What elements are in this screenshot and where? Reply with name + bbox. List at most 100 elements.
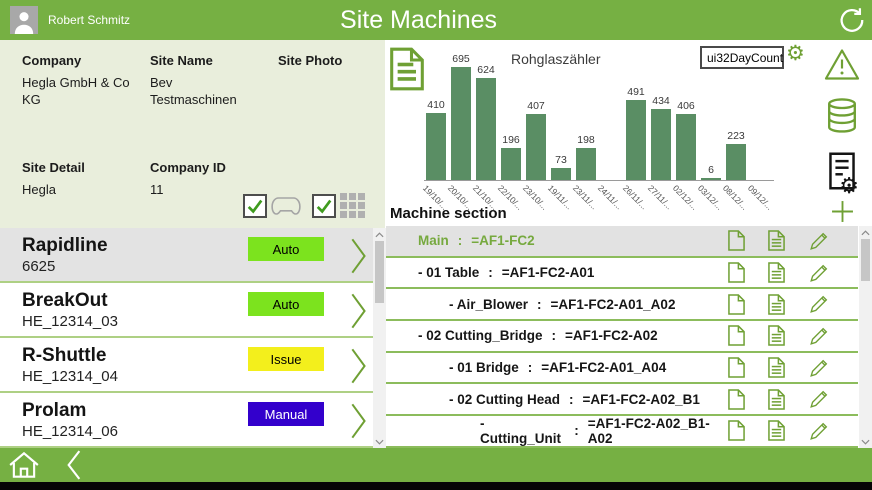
machine-section-row[interactable]: - 02 Cutting Head : =AF1-FC2-A02_B1	[386, 384, 858, 417]
bar-slot: 624	[476, 64, 496, 180]
edit-icon[interactable]	[808, 357, 830, 379]
avatar[interactable]	[10, 6, 38, 34]
document-details-icon[interactable]	[768, 325, 785, 347]
top-bar: Robert Schmitz Site Machines	[0, 0, 872, 40]
back-button[interactable]	[66, 449, 82, 481]
chevron-right-icon[interactable]	[350, 236, 368, 276]
new-document-icon[interactable]	[728, 262, 745, 283]
edit-icon[interactable]	[808, 230, 830, 252]
machine-section-scrollbar[interactable]	[859, 226, 872, 448]
grid-checkbox[interactable]	[312, 193, 336, 218]
machine-section-row[interactable]: Main : =AF1-FC2	[386, 226, 858, 258]
bar-value-label: 198	[577, 134, 595, 146]
document-details-icon[interactable]	[768, 230, 785, 252]
bar	[651, 109, 671, 180]
bar-value-label: 410	[427, 99, 445, 111]
section-colon: :	[569, 391, 574, 407]
scroll-up-icon[interactable]	[861, 226, 870, 239]
new-document-icon[interactable]	[728, 325, 745, 347]
chart-settings-button[interactable]: ⚙	[786, 43, 805, 64]
right-panel: Rohglaszähler ui32DayCount ⚙ 410 695 624 19…	[386, 40, 872, 448]
report-settings-button[interactable]: ⚙	[828, 151, 859, 197]
new-document-icon[interactable]	[728, 389, 745, 410]
grid-icon	[340, 193, 365, 218]
database-icon	[828, 98, 856, 133]
section-colon: :	[551, 328, 557, 344]
machine-section-row[interactable]: - Cutting_Unit : =AF1-FC2-A02_B1-A02	[386, 416, 858, 448]
add-section-button[interactable]	[831, 200, 854, 226]
home-button[interactable]	[8, 451, 40, 479]
refresh-icon	[840, 8, 864, 32]
bar	[426, 113, 446, 180]
report-document-icon[interactable]	[389, 46, 425, 97]
chevron-left-icon	[67, 450, 81, 480]
gamepad-checkbox[interactable]	[243, 193, 267, 218]
bar	[701, 178, 721, 180]
scroll-thumb[interactable]	[861, 239, 870, 281]
machine-section-row[interactable]: - Air_Blower : =AF1-FC2-A01_A02	[386, 289, 858, 322]
refresh-button[interactable]	[836, 5, 866, 35]
new-document-icon[interactable]	[728, 230, 745, 252]
machine-list-item[interactable]: Prolam HE_12314_06 Manual	[0, 393, 373, 448]
new-document-icon[interactable]	[728, 420, 745, 442]
bar-value-label: 406	[677, 100, 695, 112]
bar-value-label: 73	[555, 154, 567, 166]
bar	[551, 168, 571, 180]
machine-list-scrollbar[interactable]	[373, 228, 386, 448]
bar-slot: 695	[451, 53, 471, 180]
new-document-icon[interactable]	[728, 357, 745, 378]
report-settings-icon: ⚙	[828, 152, 859, 197]
alerts-button[interactable]	[824, 48, 860, 84]
machine-id: 6625	[22, 257, 56, 275]
machine-section-list: Main : =AF1-FC2 - 01 Table : =AF1-FC2-A0…	[386, 226, 858, 448]
scroll-down-icon[interactable]	[375, 435, 384, 448]
day-count-dropdown[interactable]: ui32DayCount	[700, 46, 784, 69]
document-details-icon[interactable]	[768, 389, 785, 410]
edit-icon[interactable]	[808, 293, 830, 315]
section-code: =AF1-FC2-A01_A04	[541, 360, 667, 376]
edit-icon[interactable]	[808, 325, 830, 347]
gear-icon: ⚙	[786, 42, 805, 65]
database-button[interactable]	[826, 97, 858, 138]
machine-name: Prolam	[22, 399, 87, 421]
chart-x-axis	[424, 180, 774, 181]
machine-id: HE_12314_03	[22, 312, 118, 330]
bar	[526, 114, 546, 180]
machine-status-badge: Auto	[248, 237, 324, 261]
machine-name: Rapidline	[22, 234, 108, 256]
scroll-up-icon[interactable]	[375, 228, 384, 241]
user-name: Robert Schmitz	[48, 13, 131, 27]
document-details-icon[interactable]	[768, 357, 785, 378]
new-document-icon[interactable]	[728, 294, 745, 315]
home-icon	[9, 451, 39, 478]
machine-list-item[interactable]: BreakOut HE_12314_03 Auto	[0, 283, 373, 338]
gear-icon: ⚙	[839, 173, 859, 198]
bar	[501, 148, 521, 180]
document-details-icon[interactable]	[768, 262, 785, 283]
document-details-icon[interactable]	[768, 294, 785, 315]
bar-slot: 196	[501, 134, 521, 180]
check-icon	[247, 199, 263, 213]
machine-section-row[interactable]: - 02 Cutting_Bridge : =AF1-FC2-A02	[386, 321, 858, 353]
bar-value-label: 6	[708, 164, 714, 176]
bar-slot: 198	[576, 134, 596, 180]
company-id-label: Company ID	[150, 160, 226, 175]
edit-icon[interactable]	[808, 388, 830, 410]
section-code: =AF1-FC2	[471, 233, 535, 249]
machine-section-row[interactable]: - 01 Table : =AF1-FC2-A01	[386, 257, 858, 290]
document-details-icon[interactable]	[768, 420, 785, 442]
edit-icon[interactable]	[808, 262, 830, 284]
edit-icon[interactable]	[808, 420, 830, 442]
machine-id: HE_12314_06	[22, 422, 118, 440]
scroll-down-icon[interactable]	[861, 435, 870, 448]
machine-list-item[interactable]: Rapidline 6625 Auto	[0, 228, 373, 283]
section-label: - Cutting_Unit	[480, 415, 561, 446]
scroll-thumb[interactable]	[375, 241, 384, 303]
chevron-right-icon[interactable]	[350, 401, 368, 441]
chevron-right-icon[interactable]	[350, 291, 368, 331]
chevron-right-icon[interactable]	[350, 346, 368, 386]
machine-list-item[interactable]: R-Shuttle HE_12314_04 Issue	[0, 338, 373, 393]
bar-value-label: 223	[727, 130, 745, 142]
section-colon: :	[527, 360, 533, 376]
machine-section-row[interactable]: - 01 Bridge : =AF1-FC2-A01_A04	[386, 352, 858, 385]
